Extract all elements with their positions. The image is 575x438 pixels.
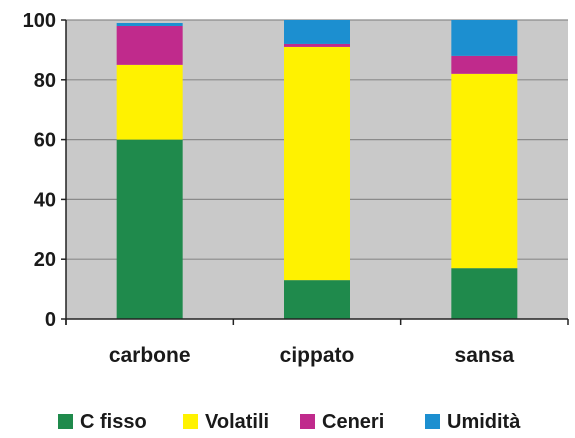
bars: [116, 20, 518, 319]
y-tick-label: 60: [34, 130, 56, 152]
bar-sansa-volatili: [451, 73, 518, 269]
y-tick-label: 0: [45, 309, 56, 331]
bar-cippato-c-fisso: [284, 280, 350, 319]
bar-sansa-ceneri: [451, 55, 518, 74]
legend-label: Umidità: [447, 411, 521, 433]
legend-item-umidità: Umidità: [425, 411, 521, 433]
bar-carbone-volatili: [116, 64, 183, 140]
bar-carbone-c-fisso: [116, 139, 183, 319]
bar-sansa-c-fisso: [451, 268, 518, 319]
legend-label: Ceneri: [322, 411, 384, 433]
legend-item-c-fisso: C fisso: [58, 411, 147, 433]
legend-label: C fisso: [80, 411, 147, 433]
bar-cippato-volatili: [284, 46, 350, 281]
legend-swatch: [183, 414, 198, 429]
bar-carbone-umidità: [116, 22, 183, 26]
x-category-label: sansa: [455, 344, 515, 367]
legend: C fisso Volatili Ceneri Umidità: [58, 411, 521, 433]
axes: 0 20 40 60 80 100 carbone cippato sansa: [23, 10, 569, 367]
bar-cippato-umidità: [284, 20, 350, 44]
legend-label: Volatili: [205, 411, 269, 433]
y-tick-label: 100: [23, 10, 56, 32]
legend-swatch: [425, 414, 440, 429]
legend-item-volatili: Volatili: [183, 411, 269, 433]
x-category-label: carbone: [109, 344, 191, 367]
legend-swatch: [300, 414, 315, 429]
bar-carbone-ceneri: [116, 25, 183, 65]
bar-sansa-umidità: [451, 20, 518, 56]
y-tick-label: 80: [34, 70, 56, 92]
x-category-label: cippato: [280, 344, 355, 367]
legend-swatch: [58, 414, 73, 429]
y-tick-label: 40: [34, 189, 56, 211]
bar-cippato-ceneri: [284, 43, 350, 47]
legend-item-ceneri: Ceneri: [300, 411, 384, 433]
y-tick-label: 20: [34, 249, 56, 271]
